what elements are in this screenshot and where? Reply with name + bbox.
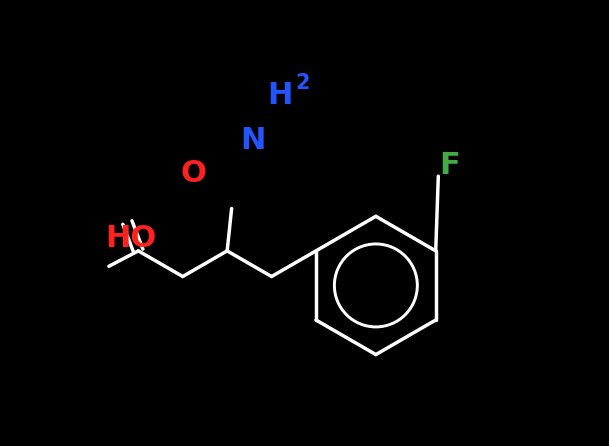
Text: N: N <box>241 126 266 155</box>
Text: 2: 2 <box>295 73 309 92</box>
Text: F: F <box>439 150 460 180</box>
Text: H: H <box>267 81 293 111</box>
Text: O: O <box>180 159 206 189</box>
Text: HO: HO <box>105 224 156 253</box>
